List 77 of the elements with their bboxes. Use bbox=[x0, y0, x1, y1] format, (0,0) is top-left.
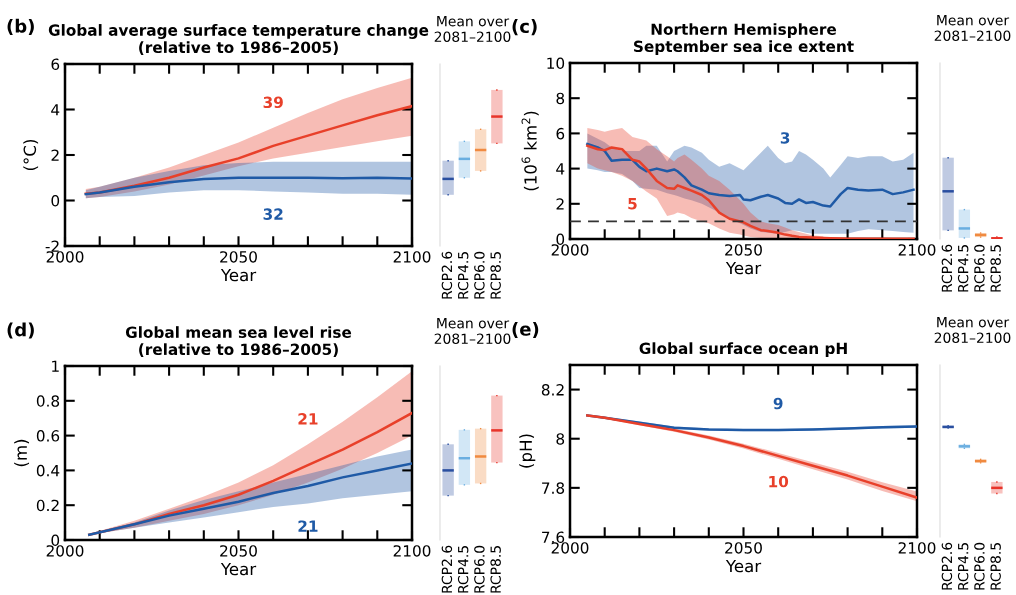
x-tick-label: 2000 bbox=[551, 542, 589, 554]
x-tick-label: 2000 bbox=[46, 545, 84, 557]
y-tick-label: 7.8 bbox=[542, 482, 565, 494]
x-tick-label: RCP6.0 bbox=[474, 251, 485, 299]
x-tick-label: RCP8.5 bbox=[490, 252, 501, 299]
x-tick-label: RCP6.0 bbox=[974, 542, 985, 590]
chart-title: Northern Hemisphere September sea ice extent bbox=[634, 23, 854, 56]
y-tick-label: 6 bbox=[556, 127, 565, 140]
x-tick-label: RCP8.5 bbox=[990, 543, 1001, 590]
x-tick-label: 2050 bbox=[220, 545, 257, 557]
x-axis-title: Year bbox=[725, 261, 762, 275]
y-tick-label: 2 bbox=[51, 149, 59, 161]
y-tick-label: 6 bbox=[51, 58, 60, 71]
chart-title: Mean over 2081–2100 bbox=[934, 15, 1011, 41]
x-tick-label: 2050 bbox=[725, 542, 762, 554]
chart-title: Global mean sea level rise (relative to 1986–2005) bbox=[125, 326, 352, 357]
line-series bbox=[84, 176, 412, 196]
x-tick-label: 2100 bbox=[393, 251, 431, 263]
x-tick-label: RCP2.6 bbox=[441, 545, 453, 593]
annotation: 32 bbox=[263, 208, 283, 220]
x-axis-title: Year bbox=[725, 559, 762, 573]
text: (b) bbox=[7, 18, 34, 35]
line-series bbox=[586, 142, 915, 208]
y-tick-label: 8.2 bbox=[541, 384, 564, 396]
y-tick-label: 0 bbox=[51, 194, 60, 207]
x-tick-label: RCP2.6 bbox=[941, 244, 953, 292]
chart-title: Mean over 2081–2100 bbox=[434, 16, 511, 42]
text: (d) bbox=[7, 322, 34, 339]
x-tick-label: RCP4.5 bbox=[457, 252, 469, 299]
y-axis-title: (m) bbox=[14, 439, 30, 467]
chart-title: Global average surface temperature change (relative to 1986–2005) bbox=[48, 24, 429, 55]
x-tick-label: RCP4.5 bbox=[957, 245, 969, 292]
x-tick-label: RCP6.0 bbox=[974, 244, 985, 292]
x-tick-label: RCP8.5 bbox=[990, 245, 1001, 292]
x-tick-label: RCP2.6 bbox=[441, 251, 453, 299]
x-axis-title: Year bbox=[220, 268, 257, 282]
annotation: 39 bbox=[263, 96, 283, 109]
y-tick-label: 0.2 bbox=[36, 499, 59, 512]
chart-title: Mean over 2081–2100 bbox=[434, 318, 511, 344]
x-tick-label: 2100 bbox=[898, 542, 936, 554]
x-tick-label: RCP8.5 bbox=[490, 546, 501, 593]
x-tick-label: RCP2.6 bbox=[941, 542, 953, 590]
annotation: 3 bbox=[780, 132, 790, 144]
chart-title: Mean over 2081–2100 bbox=[934, 317, 1011, 343]
x-tick-label: RCP4.5 bbox=[457, 546, 469, 593]
y-tick-label: 0.4 bbox=[36, 464, 60, 477]
line-series bbox=[88, 462, 412, 537]
y-tick-label: 0.8 bbox=[36, 395, 60, 407]
x-tick-label: RCP6.0 bbox=[474, 545, 485, 593]
y-tick-label: 10 bbox=[547, 57, 565, 70]
annotation: 21 bbox=[298, 413, 318, 425]
x-tick-label: 2000 bbox=[551, 244, 589, 256]
x-tick-label: 2050 bbox=[725, 244, 762, 256]
x-tick-label: 2100 bbox=[393, 545, 431, 557]
y-tick-label: 4 bbox=[556, 163, 565, 175]
x-tick-label: 2050 bbox=[220, 251, 257, 263]
text: (e) bbox=[512, 321, 539, 338]
y-tick-label: 8 bbox=[556, 433, 565, 445]
x-axis-title: Year bbox=[220, 562, 257, 576]
annotation: 9 bbox=[773, 397, 783, 410]
chart-title: Global surface ocean pH bbox=[639, 342, 847, 358]
y-tick-label: 2 bbox=[556, 198, 564, 210]
y-tick-label: -2 bbox=[45, 240, 59, 252]
annotation: 5 bbox=[628, 198, 637, 210]
y-tick-label: 1 bbox=[52, 360, 59, 372]
y-tick-label: 4 bbox=[51, 104, 60, 116]
y-tick-label: 8 bbox=[556, 92, 565, 105]
x-tick-label: RCP4.5 bbox=[957, 543, 969, 590]
annotation: 21 bbox=[298, 520, 318, 532]
annotation: 10 bbox=[769, 475, 789, 488]
y-axis-title: (pH) bbox=[519, 434, 536, 468]
x-tick-label: 2100 bbox=[898, 244, 936, 256]
y-axis-title: (°C) bbox=[23, 139, 39, 171]
y-axis-title: (10$^{6}$ km$^{2}$) bbox=[521, 111, 539, 191]
text: (c) bbox=[512, 19, 537, 36]
x-tick-label: 2000 bbox=[46, 251, 84, 263]
y-tick-label: 0.6 bbox=[36, 430, 60, 442]
